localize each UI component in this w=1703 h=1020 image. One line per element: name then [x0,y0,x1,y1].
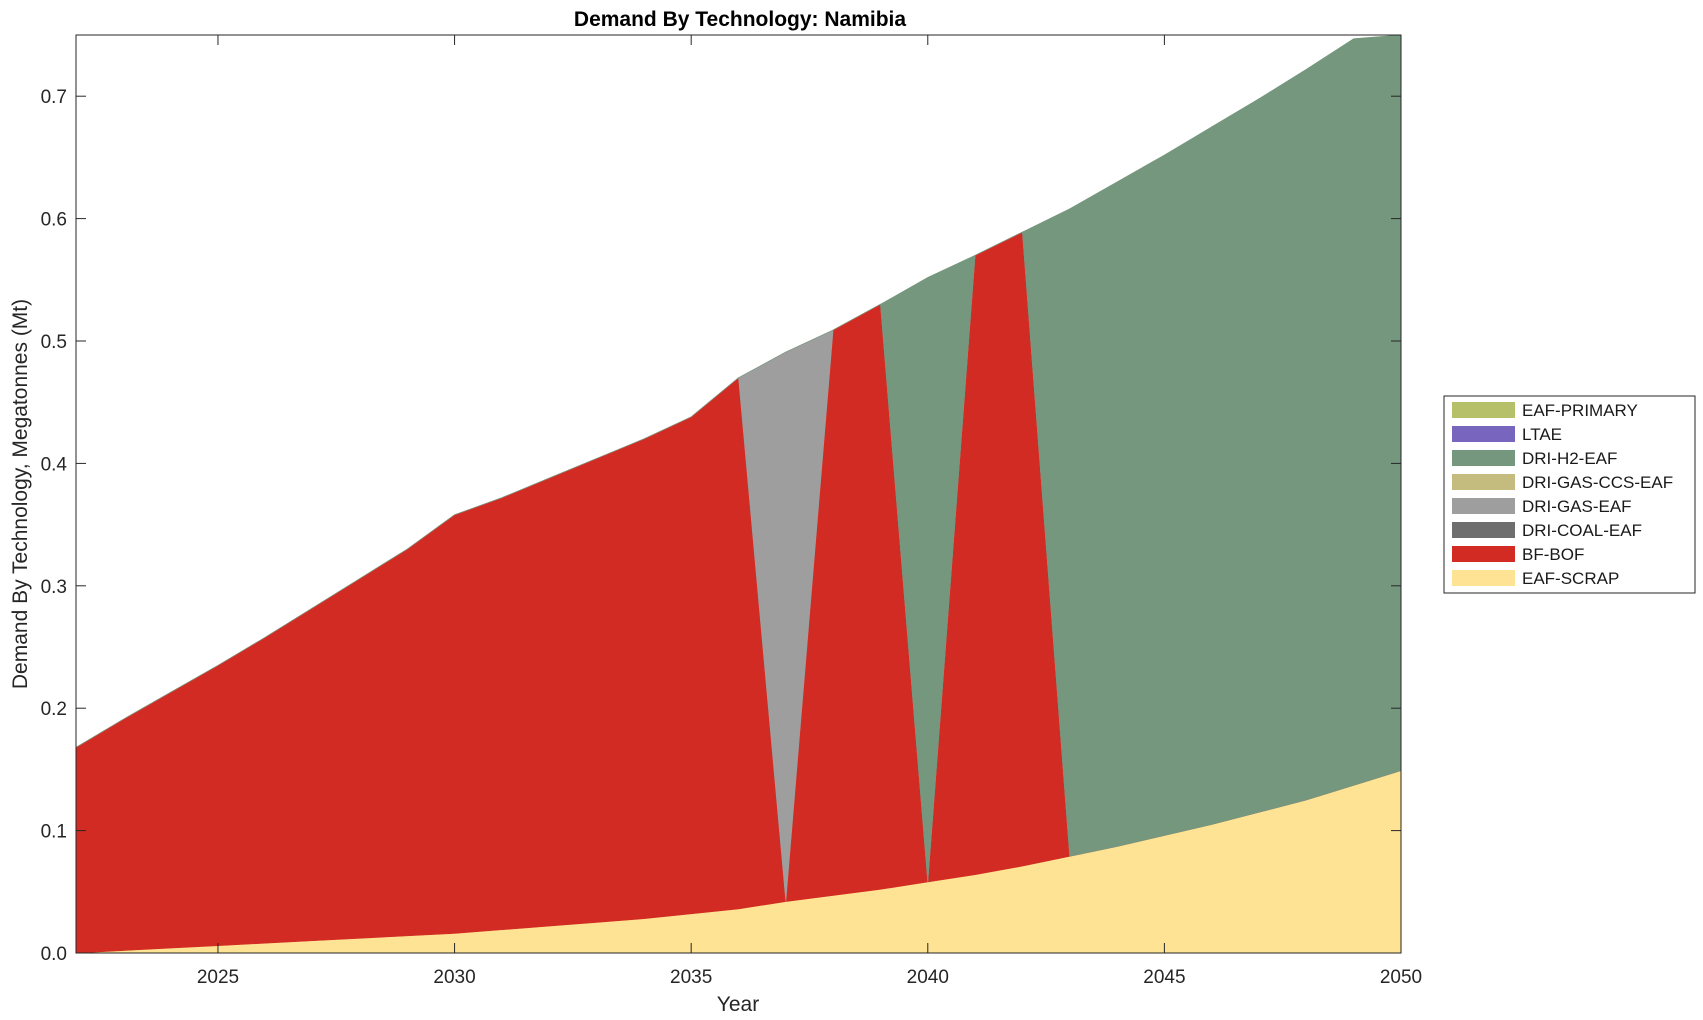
legend-label: EAF-PRIMARY [1522,401,1638,420]
legend-swatch [1452,522,1515,538]
y-tick-label: 0.5 [41,332,67,353]
legend-swatch [1452,402,1515,418]
legend-swatch [1452,474,1515,490]
x-tick-label: 2025 [197,967,239,988]
x-tick-label: 2045 [1143,967,1185,988]
x-tick-label: 2050 [1380,967,1422,988]
legend-swatch [1452,546,1515,562]
x-axis-title: Year [717,993,759,1016]
legend-label: DRI-COAL-EAF [1522,521,1642,540]
legend-label: BF-BOF [1522,545,1584,564]
legend-swatch [1452,570,1515,586]
x-tick-label: 2030 [433,967,475,988]
y-tick-label: 0.1 [41,822,67,843]
area-layers [75,34,1402,954]
y-tick-label: 0.2 [41,699,67,720]
legend: EAF-PRIMARY LTAE DRI-H2-EAF DRI-GAS-CCS-EAF… [1443,395,1696,594]
x-axis-ticks: 2025 2030 2035 2040 2045 2050 [197,35,1422,988]
legend-swatch [1452,426,1515,442]
y-tick-label: 0.4 [41,454,68,475]
legend-label: DRI-H2-EAF [1522,449,1617,468]
x-tick-label: 2040 [907,967,949,988]
y-tick-label: 0.0 [41,944,67,965]
legend-label: EAF-SCRAP [1522,569,1619,588]
legend-label: LTAE [1522,425,1562,444]
legend-swatch [1452,498,1515,514]
chart-title: Demand By Technology: Namibia [574,8,906,31]
y-tick-label: 0.6 [41,210,67,231]
y-axis-title: Demand By Technology, Megatonnes (Mt) [9,299,32,689]
y-tick-label: 0.3 [41,577,67,598]
y-axis-ticks: 0.0 0.1 0.2 0.3 0.4 0.5 0.6 0.7 [41,87,1401,965]
legend-label: DRI-GAS-EAF [1522,497,1632,516]
plot-frame [75,34,1402,954]
legend-label: DRI-GAS-CCS-EAF [1522,473,1673,492]
legend-swatch [1452,450,1515,466]
y-tick-label: 0.7 [41,87,67,108]
x-tick-label: 2035 [670,967,712,988]
